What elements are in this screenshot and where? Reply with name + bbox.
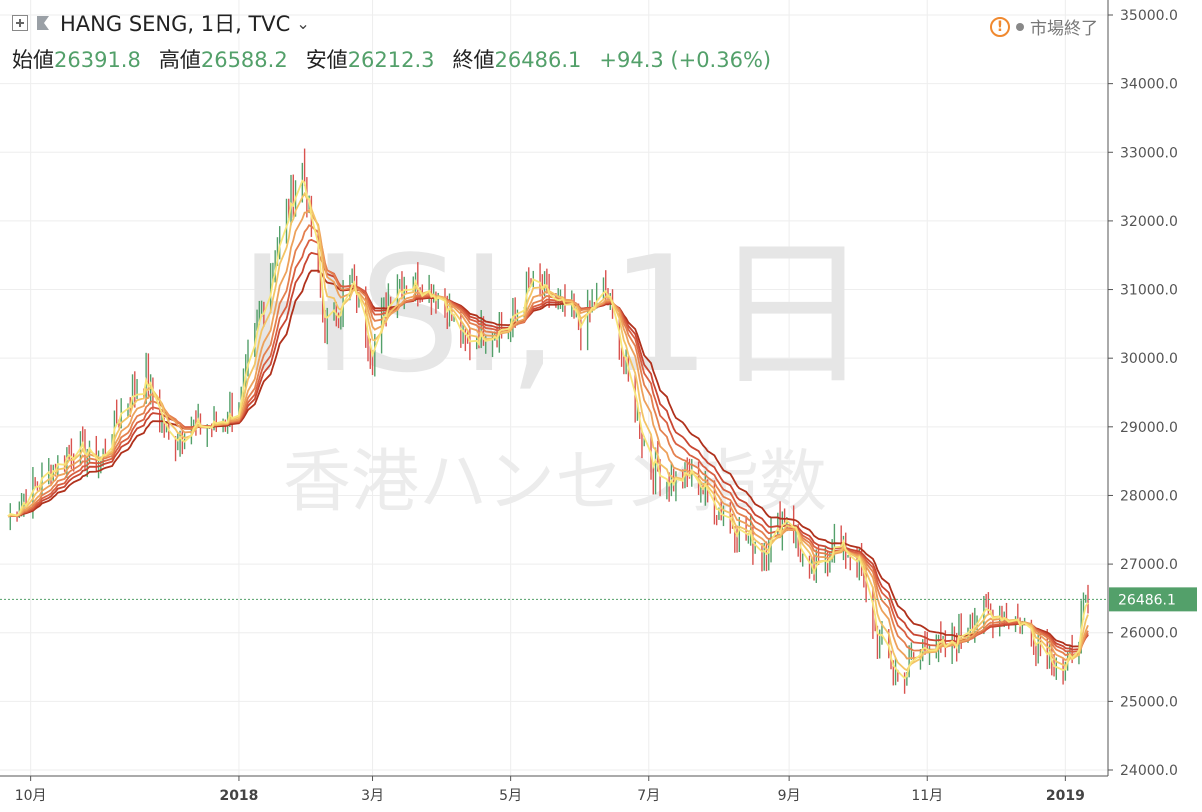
x-tick-label: 11月 — [911, 788, 943, 804]
chart-header: HANG SENG, 1日, TVC ⌄ 始値 26391.8 高値 26588… — [12, 8, 771, 74]
y-tick-label: 34000.0 — [1120, 77, 1178, 93]
y-tick-label: 25000.0 — [1120, 694, 1178, 710]
y-tick-label: 32000.0 — [1120, 214, 1178, 230]
y-tick-label: 35000.0 — [1120, 8, 1178, 24]
open-label: 始値 — [12, 48, 54, 72]
x-tick-label: 2019 — [1046, 788, 1085, 804]
y-tick-label: 28000.0 — [1120, 488, 1178, 504]
x-tick-label: 9月 — [778, 788, 801, 804]
ma-ribbon-line — [7, 224, 1089, 656]
y-tick-label: 30000.0 — [1120, 351, 1178, 367]
symbol-title[interactable]: HANG SENG, 1日, TVC — [60, 12, 291, 36]
y-tick-label: 24000.0 — [1120, 763, 1178, 779]
close-label: 終値 — [452, 48, 495, 72]
flag-icon[interactable] — [36, 15, 52, 31]
x-tick-label: 2018 — [219, 788, 258, 804]
y-tick-label: 27000.0 — [1120, 557, 1178, 573]
ma-ribbon-line — [7, 238, 1089, 653]
high-label: 高値 — [158, 48, 201, 72]
status-dot-icon — [1016, 22, 1024, 31]
x-tick-label: 5月 — [499, 788, 522, 804]
warning-icon[interactable]: ! — [990, 16, 1010, 37]
x-tick-label: 7月 — [637, 788, 660, 804]
x-tick-label: 3月 — [361, 788, 384, 804]
close-value: 26486.1 — [494, 48, 582, 72]
last-price-box — [1109, 587, 1197, 612]
open-value: 26391.8 — [54, 48, 141, 72]
low-value: 26212.3 — [347, 48, 435, 72]
ohlc-row: 始値 26391.8 高値 26588.2 安値 26212.3 終値 2648… — [12, 44, 771, 74]
plus-square-icon[interactable] — [12, 15, 28, 31]
last-price-label: 26486.1 — [1118, 592, 1176, 608]
chevron-down-icon[interactable]: ⌄ — [296, 13, 310, 33]
y-tick-label: 29000.0 — [1120, 420, 1178, 436]
change-value: +94.3 (+0.36%) — [599, 48, 772, 72]
market-status[interactable]: ! 市場終了 — [990, 14, 1098, 39]
ma-ribbons — [7, 179, 1089, 680]
market-status-label: 市場終了 — [1030, 19, 1098, 39]
high-value: 26588.2 — [200, 48, 288, 72]
x-tick-label: 10月 — [15, 788, 47, 804]
watermark-name: 香港ハンセン指数 — [283, 443, 827, 522]
y-tick-label: 26000.0 — [1120, 626, 1178, 642]
low-label: 安値 — [305, 48, 348, 72]
ma-ribbon-line — [7, 179, 1089, 680]
y-tick-label: 33000.0 — [1120, 145, 1178, 161]
y-tick-label: 31000.0 — [1120, 283, 1178, 299]
last-price-tag: 26486.1 — [0, 587, 1197, 612]
watermark-symbol: HSI, 1日 — [239, 221, 872, 408]
axes: 24000.0 25000.0 26000.0 27000.0 28000.0 29000… — [0, 0, 1178, 804]
